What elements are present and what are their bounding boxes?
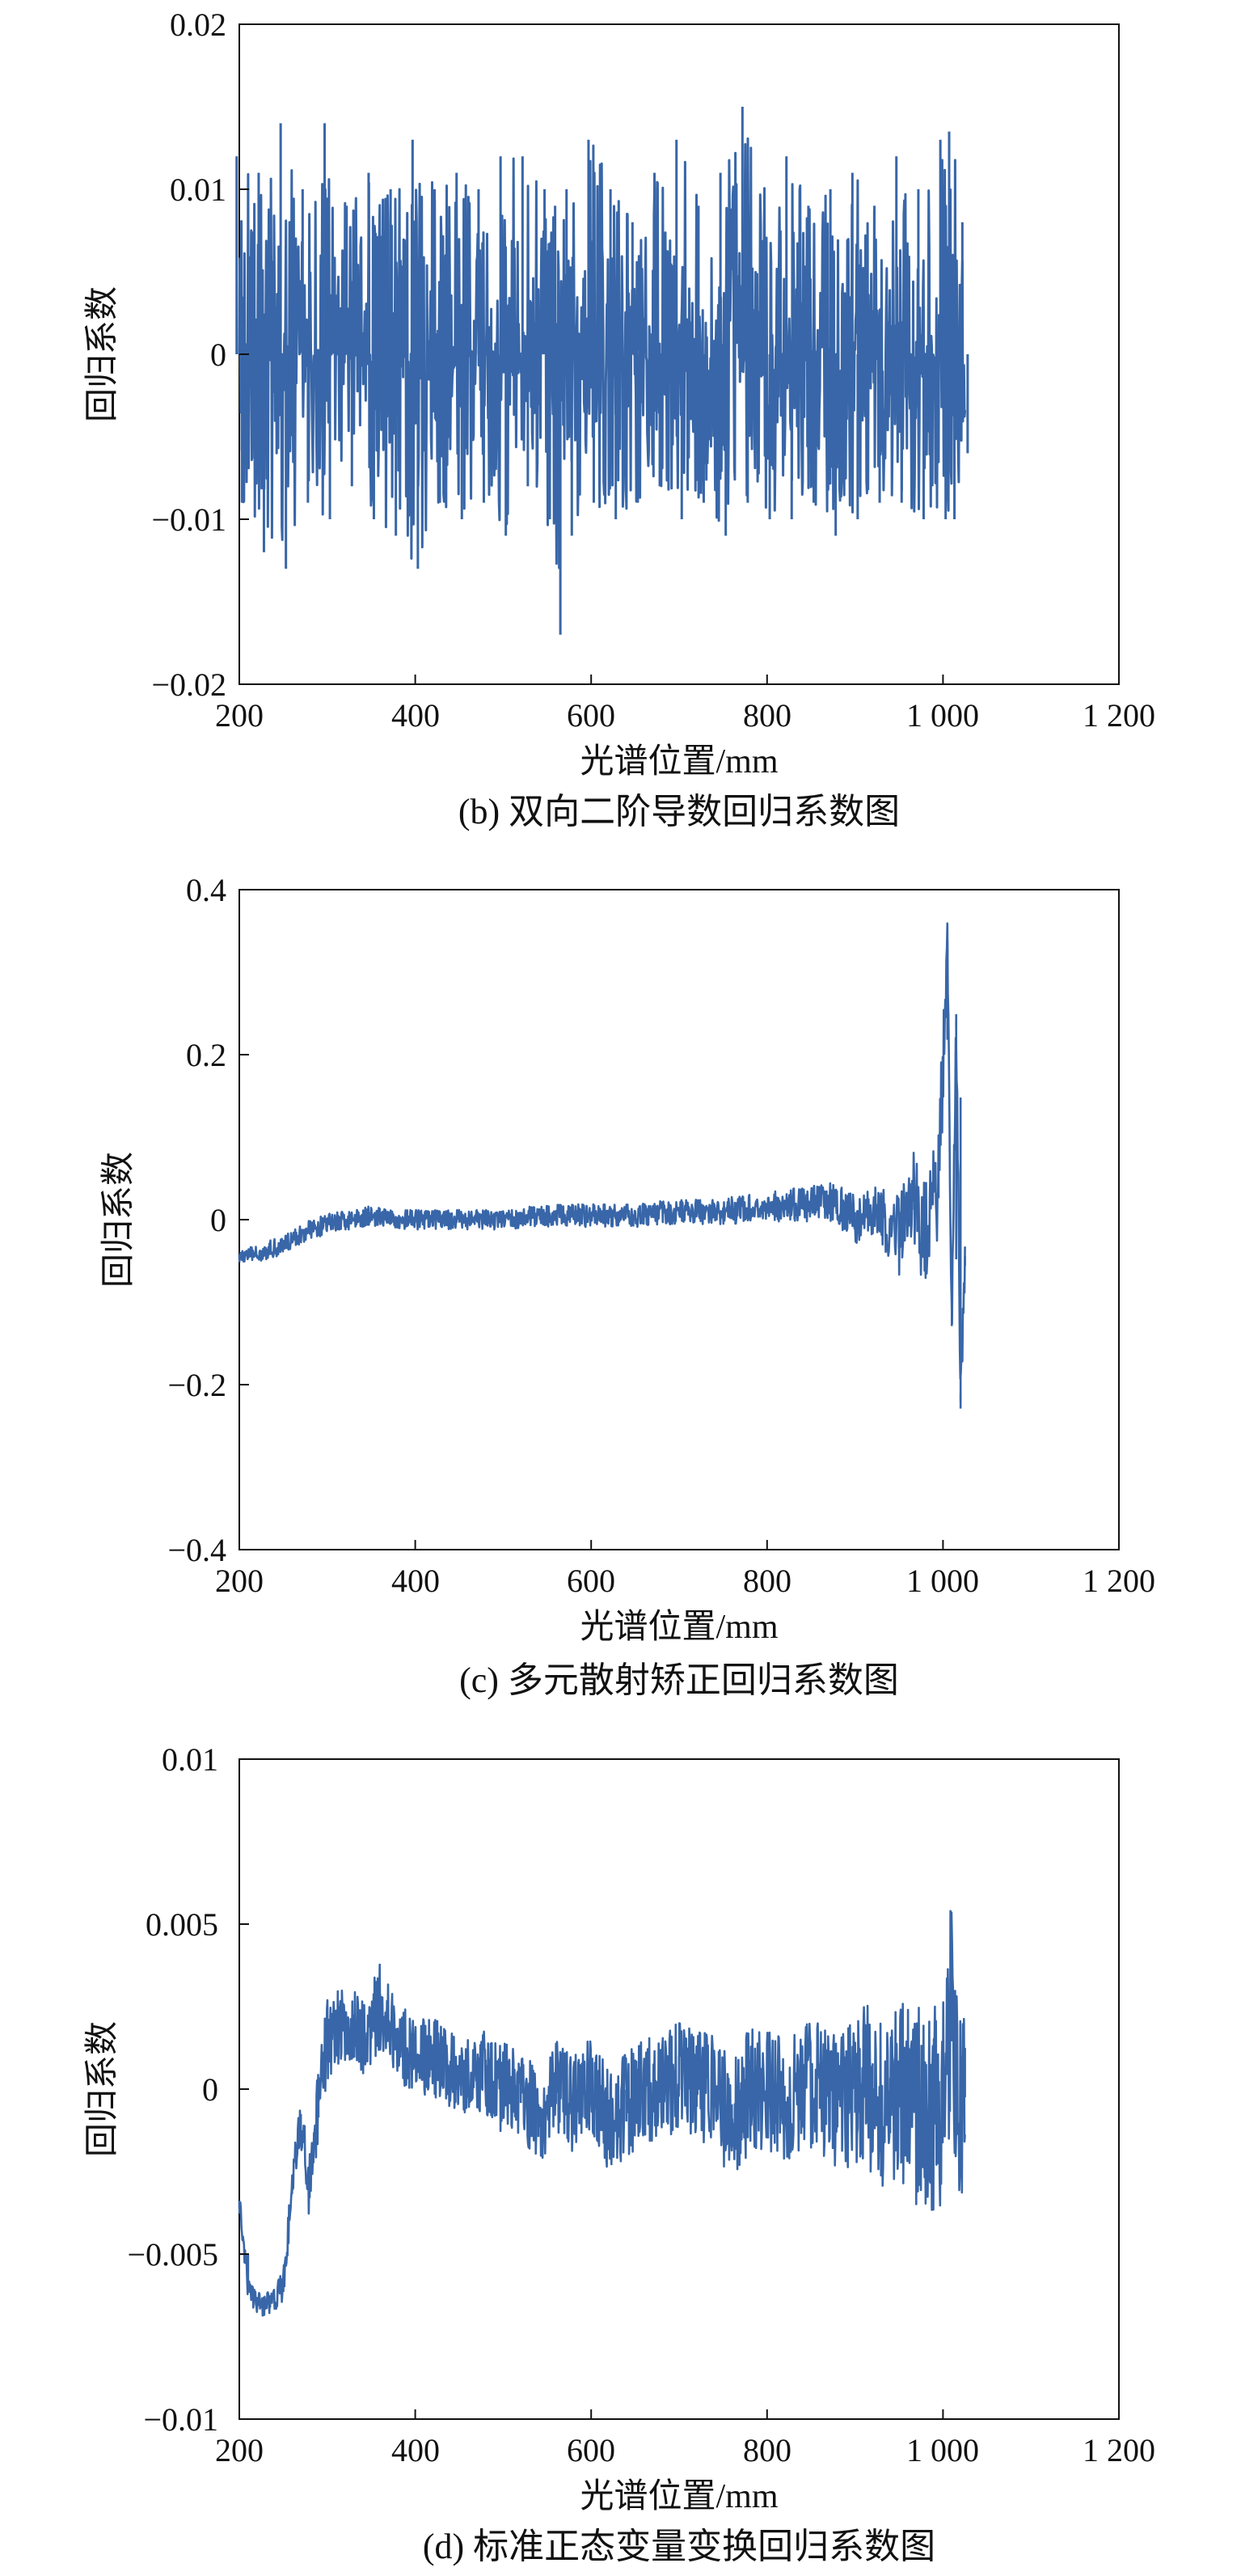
caption-c: (c) 多元散射矫正回归系数图 <box>459 1660 899 1700</box>
y-tick-label-d-2: 0.005 <box>146 1906 218 1943</box>
x-tick-label-c-4: 800 <box>743 1563 791 1599</box>
x-tick-label-c-3: 600 <box>567 1563 615 1599</box>
caption-d: (d) 标准正态变量变换回归系数图 <box>423 2527 935 2566</box>
chart-panel-d: 0.01 0.005 0 −0.005 −0.01 200 400 600 80… <box>84 1741 1155 2566</box>
x-tick-label-b-2: 400 <box>391 697 440 734</box>
x-tick-label-b-1: 200 <box>215 697 264 734</box>
y-tick-label-d-4: −0.005 <box>127 2236 218 2273</box>
x-tick-label-b-3: 600 <box>567 697 615 734</box>
caption-b: (b) 双向二阶导数回归系数图 <box>458 792 900 831</box>
y-tick-label-b-4: −0.01 <box>151 501 226 538</box>
y-tick-label-b-3: 0 <box>210 336 226 373</box>
x-tick-label-d-2: 400 <box>391 2432 440 2468</box>
axis-ticks-c <box>238 889 1120 1550</box>
y-tick-label-d-5: −0.01 <box>143 2401 218 2438</box>
y-tick-label-c-4: −0.2 <box>167 1367 226 1403</box>
x-tick-label-d-5: 1 000 <box>906 2432 979 2468</box>
y-axis-label-d: 回归系数 <box>84 2021 121 2157</box>
y-tick-label-c-3: 0 <box>210 1202 226 1238</box>
x-axis-label-b: 光谱位置/mm <box>580 742 778 780</box>
axis-ticks-b <box>238 23 1120 685</box>
y-tick-label-c-2: 0.2 <box>186 1037 226 1073</box>
series-line <box>238 922 966 1380</box>
y-axis-label-c: 回归系数 <box>100 1152 137 1288</box>
chart-panel-c: 0.4 0.2 0 −0.2 −0.4 200 400 600 800 1 00… <box>100 872 1155 1700</box>
x-tick-label-c-1: 200 <box>215 1563 264 1599</box>
y-tick-label-b-1: 0.02 <box>170 6 226 43</box>
x-tick-label-b-5: 1 000 <box>906 697 979 734</box>
y-axis-label-b: 回归系数 <box>84 286 121 422</box>
x-tick-label-c-2: 400 <box>391 1563 440 1599</box>
x-tick-label-d-3: 600 <box>567 2432 615 2468</box>
x-tick-label-b-4: 800 <box>743 697 791 734</box>
x-tick-label-c-6: 1 200 <box>1083 1563 1155 1599</box>
x-tick-label-d-6: 1 200 <box>1083 2432 1155 2468</box>
series-line <box>238 1910 966 2317</box>
x-tick-label-c-5: 1 000 <box>906 1563 979 1599</box>
x-tick-label-b-6: 1 200 <box>1083 697 1155 734</box>
y-tick-label-d-3: 0 <box>202 2071 218 2108</box>
chart-panel-b: 0.02 0.01 0 −0.01 −0.02 200 400 600 800 … <box>84 6 1155 831</box>
x-axis-label-d: 光谱位置/mm <box>580 2477 778 2515</box>
data-line-c <box>238 922 966 1409</box>
y-tick-label-c-1: 0.4 <box>186 872 226 908</box>
x-tick-label-d-4: 800 <box>743 2432 791 2468</box>
y-tick-label-b-5: −0.02 <box>151 666 226 703</box>
y-tick-label-d-1: 0.01 <box>162 1741 218 1778</box>
series-line <box>238 137 967 569</box>
data-line-b <box>235 107 969 635</box>
y-tick-label-b-2: 0.01 <box>170 171 226 208</box>
x-tick-label-d-1: 200 <box>215 2432 264 2468</box>
y-tick-label-c-5: −0.4 <box>167 1532 226 1568</box>
axis-ticks-d <box>238 1758 1120 2420</box>
x-axis-label-c: 光谱位置/mm <box>580 1608 778 1646</box>
data-line-d <box>238 1910 966 2317</box>
